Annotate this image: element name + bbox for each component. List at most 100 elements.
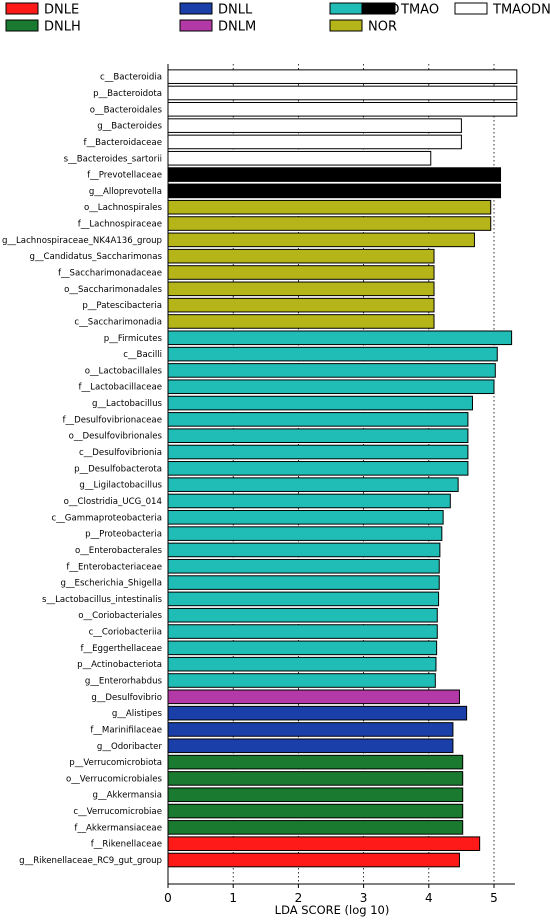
category-label-c-verrucomicrobiae: c__Verrucomicrobiae xyxy=(73,807,162,817)
category-label-g-escherichia-shigella: g__Escherichia_Shigella xyxy=(60,579,162,589)
bar-g-ligilactobacillus xyxy=(167,477,459,492)
bar-g-bacteroides xyxy=(167,118,462,133)
bar-o-saccharimonadales xyxy=(167,281,435,297)
x-tick-label-5: 5 xyxy=(490,891,498,905)
bar-s-bacteroides-sartorii xyxy=(167,150,432,166)
bar-o-bacteroidales xyxy=(167,102,518,117)
category-label-p-proteobacteria: p__Proteobacteria xyxy=(85,530,162,540)
x-axis: 0 1 2 3 4 5 xyxy=(164,64,515,905)
category-label-g-akkermansia: g__Akkermansia xyxy=(93,791,162,801)
category-label-f-eggerthellaceae: f__Eggerthellaceae xyxy=(81,644,163,654)
bar-c-desulfovibrionia xyxy=(167,444,469,460)
legend-label-tmao: TMAO xyxy=(400,3,439,18)
bar-g-escherichia-shigella xyxy=(167,575,440,590)
category-label-o-bacteroidales: o__Bacteroidales xyxy=(90,105,163,115)
category-label-g-alloprevotella: g__Alloprevotella xyxy=(89,187,162,197)
bar-f-rikenellaceae xyxy=(167,836,481,852)
bar-g-candidatus-saccharimonas xyxy=(167,248,435,264)
category-label-o-lachnospirales: o__Lachnospirales xyxy=(84,203,163,213)
category-label-s-lactobacillus-intestinalis: s__Lactobacillus_intestinalis xyxy=(42,595,163,605)
category-label-f-lachnospiraceae: f__Lachnospiraceae xyxy=(78,220,162,230)
legend-swatch-dnlh xyxy=(5,19,39,32)
category-label-c-desulfovibrionia: c__Desulfovibrionia xyxy=(79,448,162,458)
legend-label-dnlm: DNLM xyxy=(218,20,256,35)
bar-o-enterobacterales xyxy=(167,542,441,558)
bar-p-patescibacteria xyxy=(167,297,435,313)
category-label-o-desulfovibrionales: o__Desulfovibrionales xyxy=(69,432,163,442)
legend-label-tmaodnl: TMAODNL xyxy=(492,3,550,18)
bar-c-verrucomicrobiae xyxy=(167,803,464,819)
bar-f-lachnospiraceae xyxy=(167,216,492,231)
x-tick-label-3: 3 xyxy=(360,891,368,905)
legend-swatch-dnlm xyxy=(179,19,213,32)
category-label-g-odoribacter: g__Odoribacter xyxy=(97,742,163,752)
category-label-o-coriobacteriales: o__Coriobacteriales xyxy=(78,611,162,621)
legend-swatch-nor xyxy=(329,19,363,32)
legend-swatch-dnle xyxy=(5,2,39,15)
category-label-f-enterobacteriaceae: f__Enterobacteriaceae xyxy=(66,562,162,572)
bar-c-gammaproteobacteria xyxy=(167,510,444,525)
bar-o-desulfovibrionales xyxy=(167,428,469,443)
legend-swatch-tmaodnl xyxy=(454,2,488,15)
category-label-f-desulfovibrionaceae: f__Desulfovibrionaceae xyxy=(62,415,162,425)
category-label-g-ligilactobacillus: g__Ligilactobacillus xyxy=(79,481,162,491)
category-label-g-lachnospiraceae-nk4a136-group: g__Lachnospiraceae_NK4A136_group xyxy=(2,236,162,246)
bar-f-desulfovibrionaceae xyxy=(167,412,469,427)
category-label-g-lactobacillus: g__Lactobacillus xyxy=(92,399,163,409)
category-label-p-actinobacteriota: p__Actinobacteriota xyxy=(77,660,162,670)
bar-o-lachnospirales xyxy=(167,199,492,215)
bar-f-enterobacteriaceae xyxy=(167,558,440,574)
category-label-c-coriobacteriia: c__Coriobacteriia xyxy=(89,628,162,638)
category-label-p-firmicutes: p__Firmicutes xyxy=(104,334,163,344)
category-label-c-gammaproteobacteria: c__Gammaproteobacteria xyxy=(51,513,162,523)
category-label-c-saccharimonadia: c__Saccharimonadia xyxy=(74,317,162,327)
category-label-o-lactobacillales: o__Lactobacillales xyxy=(85,366,163,376)
category-label-g-bacteroides: g__Bacteroides xyxy=(97,122,162,132)
category-label-p-patescibacteria: p__Patescibacteria xyxy=(82,301,162,311)
category-label-f-akkermansiaceae: f__Akkermansiaceae xyxy=(74,823,162,833)
bar-c-bacteroidia xyxy=(167,69,518,84)
bar-c-bacilli xyxy=(167,346,498,362)
category-label-o-clostridia-ucg-014: o__Clostridia_UCG_014 xyxy=(64,497,162,507)
bar-c-coriobacteriia xyxy=(167,624,438,639)
bar-g-alistipes xyxy=(167,705,468,721)
bar-c-saccharimonadia xyxy=(167,314,435,329)
bar-g-akkermansia xyxy=(167,787,464,803)
legend-label-nor: NOR xyxy=(368,20,397,35)
bar-f-akkermansiaceae xyxy=(167,820,464,835)
bar-f-prevotellaceae xyxy=(167,167,502,182)
category-label-s-bacteroides-sartorii: s__Bacteroides_sartorii xyxy=(64,154,162,164)
bar-o-lactobacillales xyxy=(167,363,496,378)
bar-g-lachnospiraceae-nk4a136-group xyxy=(167,232,475,248)
bar-f-bacteroidaceae xyxy=(167,134,462,150)
bar-o-clostridia-ucg-014 xyxy=(167,493,451,509)
bar-f-lactobacillaceae xyxy=(167,379,495,395)
category-label-o-verrucomicrobiales: o__Verrucomicrobiales xyxy=(66,774,163,784)
category-label-p-desulfobacterota: p__Desulfobacterota xyxy=(74,464,162,474)
bar-g-alloprevotella xyxy=(167,183,502,199)
bar-g-rikenellaceae-rc9-gut-group xyxy=(167,852,460,868)
category-label-p-verrucomicrobiota: p__Verrucomicrobiota xyxy=(69,758,162,768)
x-tick-label-4: 4 xyxy=(425,891,433,905)
category-labels: c__Bacteroidia p__Bacteroidota o__Bacteroi… xyxy=(2,73,163,866)
legend-swatch-mod xyxy=(329,2,363,15)
bar-f-saccharimonadaceae xyxy=(167,265,435,280)
x-tick-label-1: 1 xyxy=(229,891,237,905)
category-label-g-alistipes: g__Alistipes xyxy=(112,709,163,719)
category-label-g-rikenellaceae-rc9-gut-group: g__Rikenellaceae_RC9_gut_group xyxy=(19,856,162,866)
category-label-f-lactobacillaceae: f__Lactobacillaceae xyxy=(79,383,162,393)
category-label-f-bacteroidaceae: f__Bacteroidaceae xyxy=(84,138,162,148)
x-tick-label-0: 0 xyxy=(164,891,172,905)
category-label-o-saccharimonadales: o__Saccharimonadales xyxy=(64,285,162,295)
bar-o-coriobacteriales xyxy=(167,607,438,623)
bar-p-verrucomicrobiota xyxy=(167,754,464,770)
bar-o-verrucomicrobiales xyxy=(167,771,464,786)
bar-g-lactobacillus xyxy=(167,395,473,411)
legend-swatch-tmao xyxy=(362,2,396,15)
x-tick-label-2: 2 xyxy=(295,891,303,905)
legend: DNLEDNLHDNLLDNLMMODNORTMAOTMAODNL xyxy=(5,2,550,35)
category-label-f-rikenellaceae: f__Rikenellaceae xyxy=(91,840,162,850)
bar-p-actinobacteriota xyxy=(167,656,437,672)
bar-p-bacteroidota xyxy=(167,85,518,101)
category-label-c-bacteroidia: c__Bacteroidia xyxy=(100,73,162,83)
